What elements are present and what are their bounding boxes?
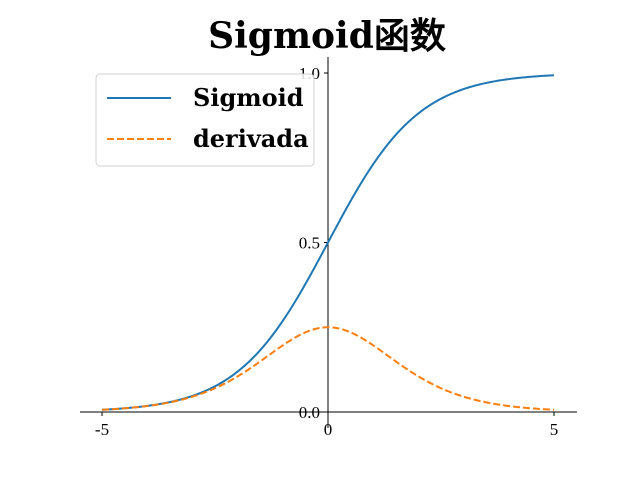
y-tick-label: 0.0 [299, 403, 320, 422]
x-tick-label: 5 [550, 420, 559, 439]
legend: Sigmoid derivada [95, 73, 315, 167]
series-line-derivada [101, 326, 555, 411]
legend-label-derivada: derivada [193, 124, 309, 153]
plot-area [101, 74, 555, 411]
x-tick-label: 0 [324, 420, 333, 439]
chart-title: Sigmoid函数 [208, 15, 446, 57]
y-tick-label: 0.5 [299, 234, 320, 253]
legend-label-sigmoid: Sigmoid [193, 83, 304, 112]
x-tick-label: -5 [95, 420, 109, 439]
